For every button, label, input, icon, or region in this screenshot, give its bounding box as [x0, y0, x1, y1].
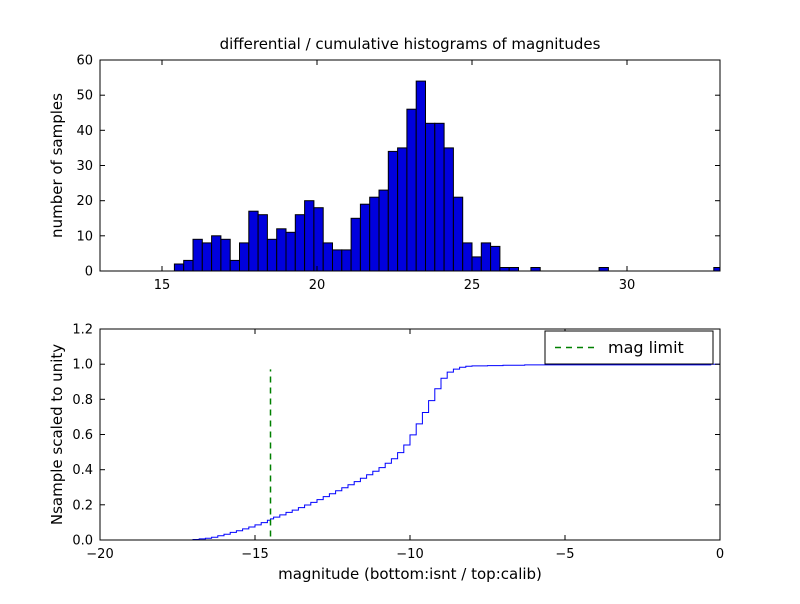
legend-label: mag limit [608, 338, 684, 357]
histogram-bar [425, 122, 436, 271]
histogram-bar [434, 122, 445, 271]
axes-frame [99, 328, 721, 541]
histogram-bar [369, 196, 380, 271]
axes-frame [99, 59, 721, 272]
x-tick-label: 25 [464, 278, 481, 293]
histogram-bar [530, 267, 541, 271]
y-tick-label: 10 [76, 229, 93, 244]
histogram-bar [304, 200, 315, 271]
x-tick-label: 30 [619, 278, 636, 293]
histogram-bar [322, 242, 334, 271]
cdf-step-line [100, 363, 720, 540]
x-tick-label: −10 [396, 547, 423, 562]
histogram-bar [192, 238, 203, 271]
histogram-bar [313, 207, 324, 271]
histogram-bar [285, 231, 296, 271]
y-tick-label: 1.0 [72, 358, 93, 373]
histogram-bar [397, 147, 408, 271]
histogram-bar [332, 249, 343, 271]
y-tick-label: 0.0 [72, 534, 93, 549]
y-tick-label: 50 [76, 89, 93, 104]
x-tick-label: −15 [241, 547, 268, 562]
histogram-bar [452, 196, 464, 271]
y-tick-label: 0.8 [72, 393, 93, 408]
histogram-bar [248, 210, 259, 271]
histogram-bars [173, 80, 720, 271]
y-tick-label: 0.2 [72, 498, 93, 513]
histogram-bar [294, 214, 306, 271]
histogram-bar [387, 150, 399, 271]
y-tick-label: 1.2 [72, 323, 93, 338]
bottom-y-axis-label: Nsample scaled to unity [48, 344, 66, 525]
histogram-bar [266, 238, 278, 271]
histogram-bar [406, 108, 417, 271]
y-tick-label: 30 [76, 159, 93, 174]
x-axis-label: magnitude (bottom:isnt / top:calib) [278, 565, 542, 583]
histogram-bar [350, 217, 361, 271]
y-tick-label: 40 [76, 124, 93, 139]
histogram-bar [341, 249, 352, 271]
histogram-bar [378, 189, 389, 271]
histogram-bar [257, 214, 268, 271]
histogram-bar [462, 242, 473, 271]
legend-box [544, 330, 714, 365]
top-axes: 15 20 25 30 0 10 20 30 40 50 60 [76, 54, 721, 293]
histogram-bar [480, 242, 492, 271]
histogram-bar [598, 267, 609, 271]
histogram-bar [471, 256, 482, 271]
histogram-bar [276, 228, 287, 271]
top-y-axis-label: number of samples [48, 93, 66, 238]
y-tick-label: 60 [76, 54, 93, 69]
histogram-bar [201, 242, 213, 271]
y-tick-label: 0 [85, 265, 93, 280]
histogram-bar [239, 242, 250, 271]
x-tick-label: −20 [86, 547, 113, 562]
x-tick-label: 0 [716, 547, 724, 562]
histogram-bar [499, 267, 510, 271]
x-tick-label: 15 [154, 278, 171, 293]
y-tick-label: 0.4 [72, 463, 93, 478]
histogram-bar [211, 235, 222, 271]
histogram-bar [183, 259, 194, 271]
histogram-bar [713, 267, 720, 271]
x-tick-label: −5 [555, 547, 574, 562]
legend: mag limit [544, 330, 714, 365]
plot-title: differential / cumulative histograms of … [220, 35, 601, 53]
histogram-bar [415, 80, 427, 271]
histogram-bar [229, 259, 240, 271]
cumulative-layer [100, 363, 720, 540]
y-tick-label: 20 [76, 194, 93, 209]
y-tick-label: 0.6 [72, 428, 93, 443]
histogram-bar [220, 238, 231, 271]
histogram-bar [359, 203, 371, 271]
histogram-bar [490, 245, 501, 271]
x-tick-label: 20 [309, 278, 326, 293]
histogram-bar [443, 147, 454, 271]
histogram-bar [508, 267, 520, 271]
histogram-bar [173, 263, 185, 271]
bottom-axes: −20 −15 −10 −5 0 0.0 0.2 0.4 0.6 0.8 1.0 1.2 [72, 323, 724, 563]
